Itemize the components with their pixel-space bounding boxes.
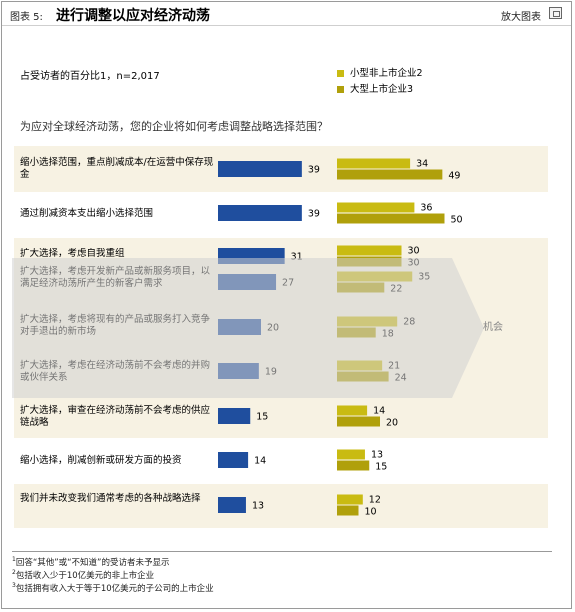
bar-overall	[218, 161, 302, 177]
bar-value-label: 18	[382, 329, 394, 340]
bar-value-label: 30	[408, 246, 420, 257]
figure-header: 图表 5: 进行调整以应对经济动荡 放大图表	[2, 2, 571, 26]
bar-large-public	[337, 327, 376, 338]
bar-value-label: 20	[386, 418, 398, 429]
bar-value-label: 35	[418, 272, 430, 283]
footnote-1: 1回答“其他”或“不知道”的受访者未予显示	[12, 556, 170, 568]
legend-item-large: 大型上市企业3	[337, 81, 413, 95]
category-label: 我们并未改变我们通常考虑的各种战略选择	[20, 493, 201, 504]
bar-value-label: 30	[408, 258, 420, 269]
category-label: 扩大选择，审查在经济动荡前不会考虑的供应链战略	[20, 405, 211, 428]
bar-value-label: 27	[282, 278, 294, 289]
bar-large-public	[337, 282, 385, 293]
bar-value-label: 19	[265, 367, 277, 378]
bar-value-label: 20	[267, 323, 279, 334]
bar-overall	[218, 363, 259, 379]
bar-value-label: 14	[254, 456, 266, 467]
category-label: 扩大选择，考虑自我重组	[20, 248, 125, 259]
bar-large-public	[337, 416, 380, 427]
row-background	[14, 484, 548, 528]
category-label: 缩小选择，削减创新或研发方面的投资	[20, 455, 182, 466]
bar-overall	[218, 205, 302, 221]
figure-title: 进行调整以应对经济动荡	[56, 8, 210, 24]
opportunity-label: 机会	[483, 322, 503, 333]
bar-value-label: 21	[388, 361, 400, 372]
bar-value-label: 34	[416, 159, 428, 170]
bar-value-label: 12	[369, 495, 381, 506]
survey-question: 为应对全球经济动荡，您的企业将如何考虑调整战略选择范围？	[20, 120, 328, 133]
bar-overall	[218, 248, 285, 264]
bar-large-public	[337, 169, 443, 180]
figure-label: 图表 5:	[10, 12, 43, 23]
bar-small-private	[337, 316, 398, 327]
category-label: 通过削减资本支出缩小选择范围	[20, 208, 154, 219]
bar-overall	[218, 408, 251, 424]
bar-value-label: 10	[365, 507, 377, 518]
bar-small-private	[337, 245, 402, 256]
bar-small-private	[337, 202, 415, 213]
bar-value-label: 39	[308, 209, 320, 220]
bar-value-label: 13	[371, 450, 383, 461]
category-label: 缩小选择范围，重点削减成本/在运营中保存现金	[20, 157, 214, 180]
legend-swatch-large	[337, 86, 344, 93]
bar-overall	[218, 497, 246, 513]
legend-label-large: 大型上市企业3	[350, 84, 414, 95]
row-background	[14, 398, 548, 438]
bar-value-label: 15	[256, 412, 268, 423]
bar-value-label: 24	[395, 373, 407, 384]
bar-overall	[218, 274, 277, 290]
bar-value-label: 39	[308, 165, 320, 176]
bar-value-label: 28	[403, 317, 415, 328]
bar-value-label: 50	[451, 215, 463, 226]
bar-value-label: 31	[291, 252, 303, 263]
legend-swatch-small	[337, 70, 344, 77]
footnote-2: 2包括收入少于10亿美元的非上市企业	[12, 569, 155, 581]
bar-small-private	[337, 405, 368, 416]
bar-overall	[218, 452, 249, 468]
bar-large-public	[337, 371, 389, 382]
bar-value-label: 13	[252, 501, 264, 512]
bar-value-label: 15	[375, 462, 387, 473]
respondent-note: 占受访者的百分比1，n=2,017	[20, 71, 160, 82]
legend-item-small: 小型非上市企业2	[337, 65, 423, 79]
bar-value-label: 22	[390, 284, 402, 295]
bar-small-private	[337, 271, 413, 282]
footnote-divider	[12, 551, 552, 552]
bar-small-private	[337, 494, 363, 505]
bar-value-label: 36	[420, 203, 432, 214]
bar-large-public	[337, 460, 370, 471]
enlarge-chart-link[interactable]: 放大图表	[501, 12, 541, 23]
footnote-3: 3包括拥有收入大于等于10亿美元的子公司的上市企业	[12, 582, 214, 594]
bar-small-private	[337, 449, 365, 460]
bar-large-public	[337, 213, 445, 224]
enlarge-icon[interactable]	[549, 7, 562, 19]
bar-small-private	[337, 360, 383, 371]
bar-large-public	[337, 505, 359, 516]
bar-large-public	[337, 256, 402, 267]
bar-value-label: 14	[373, 406, 385, 417]
bar-overall	[218, 319, 261, 335]
bar-small-private	[337, 158, 411, 169]
legend-label-small: 小型非上市企业2	[350, 68, 423, 79]
bar-value-label: 49	[448, 171, 460, 182]
